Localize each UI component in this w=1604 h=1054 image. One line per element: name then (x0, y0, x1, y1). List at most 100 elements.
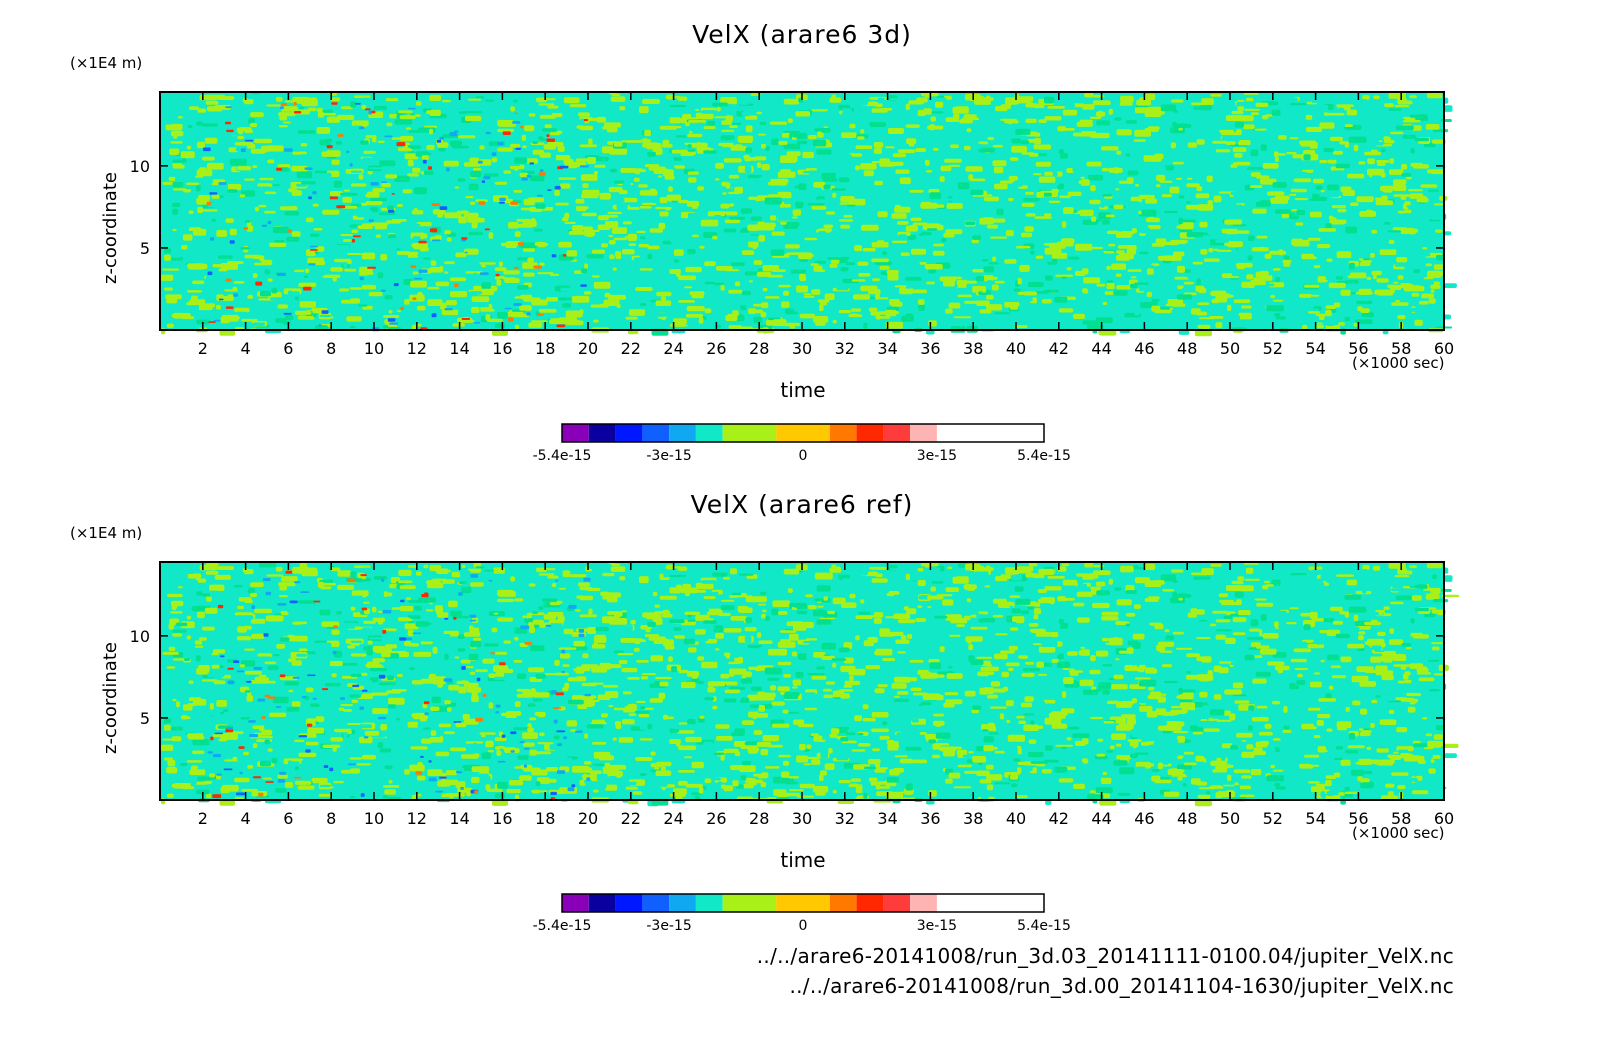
heatmap-cell (1440, 589, 1452, 592)
heatmap-cell (1311, 99, 1324, 103)
heatmap-cell (449, 132, 457, 137)
heatmap-cell (871, 712, 889, 718)
heatmap-cell (1230, 564, 1238, 572)
heatmap-cell (299, 713, 310, 720)
heatmap-cell (1196, 656, 1203, 662)
heatmap-cell (575, 668, 585, 674)
heatmap-cell (983, 196, 999, 202)
heatmap-cell (816, 669, 834, 673)
heatmap-cell (581, 174, 598, 181)
heatmap-cell (186, 251, 197, 255)
heatmap-cell (1061, 563, 1070, 567)
heatmap-cell (723, 228, 737, 233)
heatmap-cell (1044, 171, 1053, 176)
heatmap-cell (1421, 181, 1432, 184)
heatmap-cell (186, 635, 191, 640)
heatmap-cell (388, 209, 395, 213)
heatmap-cell (1145, 93, 1156, 101)
heatmap-cell (899, 758, 913, 764)
heatmap-cell (1397, 210, 1405, 214)
heatmap-cell (941, 238, 947, 243)
heatmap-cell (871, 242, 889, 248)
x-tick-label: 44 (1091, 339, 1111, 358)
heatmap-cell (1131, 228, 1137, 234)
heatmap-cell (322, 209, 340, 215)
heatmap-cell (454, 186, 460, 189)
heatmap-cell (358, 174, 364, 180)
heatmap-cell (1241, 305, 1252, 309)
heatmap-cell (164, 718, 172, 725)
heatmap-cell (364, 108, 371, 111)
heatmap-cell (1397, 785, 1406, 790)
heatmap-cell (1406, 204, 1417, 208)
heatmap-cell (762, 735, 780, 742)
heatmap-cell (654, 604, 660, 608)
heatmap-cell (536, 97, 547, 103)
heatmap-cell (1344, 141, 1350, 148)
heatmap-cell (988, 732, 999, 735)
heatmap-cell (1155, 252, 1168, 255)
heatmap-cell (429, 94, 442, 101)
heatmap-cell (1050, 182, 1060, 186)
heatmap-cell (208, 321, 216, 323)
heatmap-cell (1418, 300, 1429, 305)
heatmap-cell (1428, 189, 1439, 192)
heatmap-cell (1058, 778, 1074, 783)
heatmap-cell (1315, 185, 1323, 190)
heatmap-cell (1017, 277, 1022, 285)
heatmap-cell (331, 629, 340, 635)
heatmap-cell (1108, 108, 1113, 115)
heatmap-cell (1179, 229, 1193, 232)
heatmap-cell (1350, 202, 1359, 206)
heatmap-cell (254, 732, 272, 736)
heatmap-cell (740, 775, 747, 781)
heatmap-cell (758, 235, 765, 242)
heatmap-cell (270, 297, 282, 301)
heatmap-cell (929, 192, 941, 200)
heatmap-cell (415, 571, 422, 576)
heatmap-cell (813, 316, 829, 323)
heatmap-cell (1375, 670, 1394, 676)
heatmap-cell (428, 102, 438, 108)
heatmap-cell (1179, 195, 1185, 199)
heatmap-cell (384, 789, 396, 795)
heatmap-cell (849, 153, 863, 157)
heatmap-cell (1063, 207, 1074, 214)
heatmap-cell (1118, 253, 1134, 260)
heatmap-cell (1123, 276, 1134, 280)
heatmap-cell (705, 639, 718, 644)
heatmap-cell (1328, 193, 1340, 198)
heatmap-cell (422, 159, 427, 164)
heatmap-cell (598, 790, 604, 796)
heatmap-cell (578, 112, 590, 117)
heatmap-cell (673, 318, 687, 325)
heatmap-cell (445, 770, 457, 776)
heatmap-cell (441, 309, 459, 316)
heatmap-cell (340, 192, 358, 196)
heatmap-cell (1215, 239, 1229, 243)
heatmap-cell (1134, 677, 1151, 680)
heatmap-cell (1018, 720, 1027, 724)
heatmap-cell (294, 310, 312, 315)
heatmap-cell (1225, 637, 1236, 644)
heatmap-cell (1132, 633, 1145, 640)
heatmap-cell (187, 573, 202, 579)
heatmap-cell (1146, 268, 1154, 275)
heatmap-cell (1020, 140, 1030, 145)
heatmap-cell (1243, 92, 1259, 95)
heatmap-cell (893, 613, 911, 619)
heatmap-cell (470, 170, 482, 178)
heatmap-cell (1250, 769, 1262, 776)
heatmap-cell (661, 316, 666, 321)
heatmap-cell (209, 584, 225, 591)
heatmap-cell (1063, 598, 1075, 601)
heatmap-cell (1231, 110, 1244, 115)
heatmap-cell (341, 205, 358, 209)
heatmap-cell (1225, 204, 1243, 207)
heatmap-cell (976, 656, 993, 659)
heatmap-cell (523, 742, 535, 747)
heatmap-cell (523, 297, 541, 302)
heatmap-cell (216, 230, 227, 237)
heatmap-cell (206, 595, 212, 602)
heatmap-cell (701, 580, 716, 584)
